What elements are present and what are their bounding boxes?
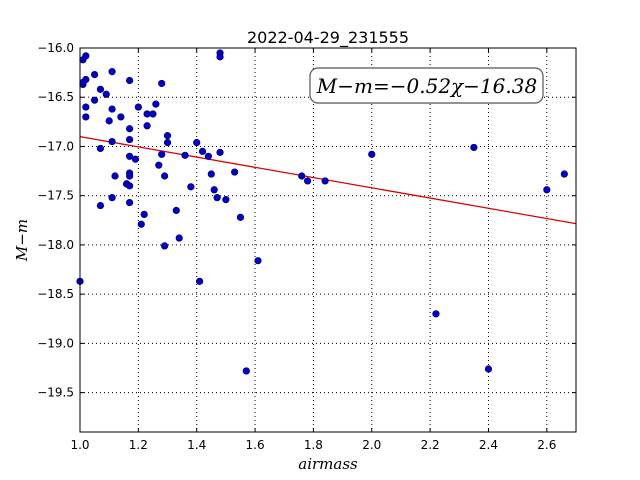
y-tick-label: −19.5 xyxy=(37,386,74,400)
data-point xyxy=(126,152,134,160)
legend-frame xyxy=(309,67,544,104)
data-point xyxy=(222,196,230,204)
data-point xyxy=(90,70,99,79)
data-point xyxy=(216,148,224,156)
data-point xyxy=(82,103,90,111)
data-point xyxy=(560,170,568,178)
chart-title: 2022-04-29_231555 xyxy=(247,28,409,48)
axis-ticks xyxy=(79,47,576,432)
data-point xyxy=(108,137,116,146)
data-point xyxy=(368,150,376,158)
data-point xyxy=(79,78,87,87)
data-point xyxy=(131,155,140,163)
data-point xyxy=(321,177,329,185)
data-point xyxy=(111,172,119,180)
fit-legend-box: M−m=−0.52χ−16.38 xyxy=(309,67,544,104)
data-point xyxy=(137,220,145,228)
y-tick-label: −18.5 xyxy=(37,287,74,301)
x-tick-label: 1.0 xyxy=(70,438,89,452)
data-point xyxy=(204,152,212,160)
data-point xyxy=(172,206,180,215)
data-point xyxy=(213,194,221,202)
data-point xyxy=(303,177,312,185)
x-tick-label: 1.8 xyxy=(304,438,323,452)
data-point xyxy=(102,90,110,98)
y-tick-label: −18.0 xyxy=(37,238,74,252)
data-point xyxy=(158,150,166,158)
x-tick-labels: 1.0 1.2 1.4 1.6 1.8 2.0 2.2 2.4 2.6 xyxy=(70,438,556,452)
data-point xyxy=(155,161,163,169)
y-tick-label: −16.5 xyxy=(37,90,74,104)
data-point xyxy=(158,79,166,88)
y-tick-label: −19.0 xyxy=(37,336,74,350)
fit-equation-annotation: M−m=−0.52χ−16.38 xyxy=(316,74,537,98)
data-point xyxy=(96,144,105,153)
data-point xyxy=(82,113,90,121)
y-tick-label: −17.0 xyxy=(37,139,74,153)
data-point xyxy=(90,96,99,104)
x-axis-label: airmass xyxy=(298,455,358,473)
data-point xyxy=(254,257,262,265)
data-point xyxy=(207,170,215,178)
y-tick-label: −17.5 xyxy=(37,189,74,203)
plot-frame xyxy=(79,47,577,433)
data-point xyxy=(126,172,134,180)
x-tick-label: 2.6 xyxy=(537,438,556,452)
y-tick-labels: −16.0 −16.5 −17.0 −17.5 −18.0 −18.5 −19.0 −19.5 xyxy=(37,41,74,400)
data-point xyxy=(108,194,116,202)
data-point xyxy=(175,234,183,242)
data-point xyxy=(96,201,105,210)
data-point xyxy=(82,52,90,60)
data-point xyxy=(543,186,551,194)
data-points xyxy=(76,49,568,375)
x-tick-label: 2.0 xyxy=(362,438,381,452)
data-point xyxy=(196,277,204,285)
data-point xyxy=(126,182,134,190)
x-tick-label: 2.2 xyxy=(421,438,440,452)
data-point xyxy=(108,105,116,113)
data-point xyxy=(470,143,478,152)
data-point xyxy=(108,68,116,76)
data-point xyxy=(126,135,134,144)
data-point xyxy=(140,210,148,218)
data-point xyxy=(216,53,224,61)
data-point xyxy=(126,198,134,207)
data-point xyxy=(231,168,239,176)
data-point xyxy=(134,103,142,111)
data-point xyxy=(149,110,157,118)
data-point xyxy=(236,213,245,221)
x-tick-label: 1.2 xyxy=(129,438,148,452)
data-point xyxy=(126,76,134,85)
x-tick-label: 1.4 xyxy=(187,438,206,452)
data-point xyxy=(432,310,440,318)
data-point xyxy=(193,138,201,147)
data-point xyxy=(161,172,169,180)
data-point xyxy=(152,100,160,108)
data-point xyxy=(126,125,134,133)
x-tick-label: 1.6 xyxy=(246,438,265,452)
data-point xyxy=(187,183,195,191)
data-point xyxy=(181,151,189,159)
data-point xyxy=(143,122,151,130)
data-point xyxy=(105,117,113,125)
data-point xyxy=(484,365,493,373)
data-point xyxy=(163,138,172,147)
data-point xyxy=(210,186,218,194)
x-tick-label: 2.4 xyxy=(479,438,498,452)
data-point xyxy=(161,242,169,250)
y-axis-label: M−m xyxy=(13,219,31,262)
data-point xyxy=(298,172,306,180)
data-point xyxy=(242,367,250,375)
data-point xyxy=(96,85,105,93)
y-tick-label: −16.0 xyxy=(37,41,74,55)
data-point xyxy=(117,113,125,121)
data-point xyxy=(163,132,172,140)
data-point xyxy=(198,147,207,155)
